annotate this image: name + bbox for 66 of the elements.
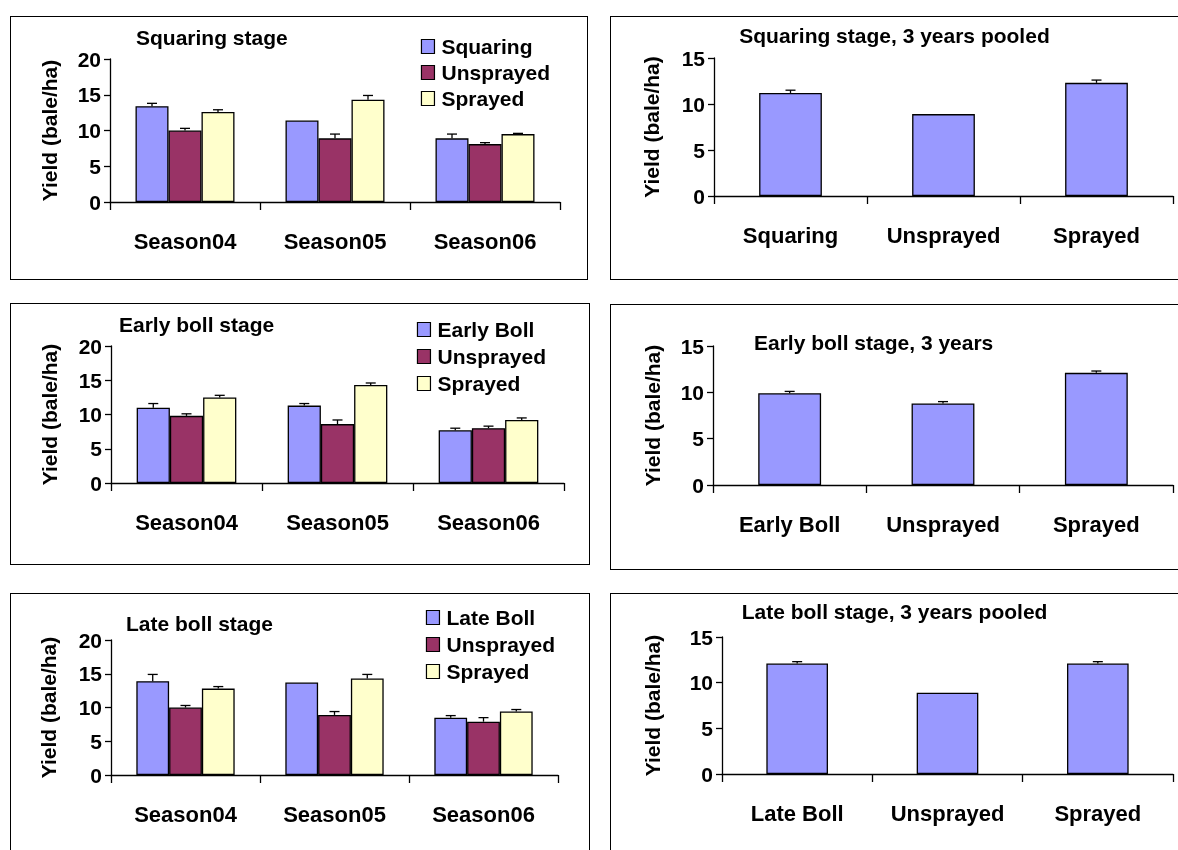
y-tick-label: 5 [90, 729, 103, 753]
y-tick-label: 0 [692, 473, 704, 497]
y-tick-label: 0 [693, 184, 705, 208]
y-tick-label: 15 [689, 625, 714, 649]
chart-title: Squaring stage, 3 years pooled [739, 23, 1050, 47]
x-tick-label: Season05 [283, 801, 386, 827]
y-tick-label: 5 [692, 427, 705, 451]
chart-title: Early boll stage [119, 312, 275, 336]
x-tick-label: Sprayed [1053, 222, 1140, 248]
y-axis-title: Yield (bale/ha) [38, 343, 61, 486]
chart-title: Early boll stage, 3 years [754, 330, 994, 354]
y-tick-label: 15 [680, 334, 705, 358]
y-axis-title: Yield (bale/ha) [640, 56, 663, 198]
legend-label: Unsprayed [446, 633, 556, 656]
y-tick-label: 10 [77, 119, 101, 142]
y-tick-label: 0 [90, 471, 102, 495]
chart-title: Late boll stage, 3 years pooled [741, 599, 1048, 623]
y-tick-label: 20 [78, 628, 102, 652]
y-tick-label: 15 [77, 83, 102, 107]
y-tick-label: 15 [78, 662, 103, 686]
x-tick-label: Unsprayed [890, 800, 1005, 826]
y-tick-label: 10 [680, 380, 704, 404]
y-tick-label: 10 [689, 671, 713, 695]
y-tick-label: 15 [681, 46, 706, 70]
legend-label: Unsprayed [437, 345, 547, 368]
y-tick-label: 15 [78, 368, 103, 392]
legend-label: Early Boll [437, 318, 535, 341]
y-tick-label: 5 [701, 716, 714, 740]
x-tick-label: Season04 [133, 228, 238, 254]
legend-label: Late Boll [446, 606, 536, 629]
y-tick-label: 10 [78, 696, 102, 719]
chart-title: Late boll stage [126, 611, 274, 635]
y-tick-label: 5 [693, 138, 706, 162]
y-tick-label: 0 [90, 763, 102, 787]
y-axis-title: Yield (bale/ha) [37, 636, 60, 779]
legend-label: Sprayed [437, 372, 521, 395]
y-tick-label: 20 [78, 334, 102, 358]
legend-label: Squaring [441, 35, 533, 58]
x-tick-label: Unsprayed [886, 511, 1000, 537]
y-tick-label: 5 [90, 437, 103, 461]
x-tick-label: Season06 [433, 228, 537, 254]
legend-label: Sprayed [446, 660, 530, 683]
x-tick-label: Squaring [742, 222, 839, 248]
x-tick-label: Season05 [283, 228, 387, 254]
x-tick-label: Sprayed [1052, 511, 1140, 537]
y-tick-label: 0 [701, 762, 713, 786]
x-tick-label: Unsprayed [886, 222, 1001, 248]
y-tick-label: 10 [78, 403, 102, 426]
y-axis-title: Yield (bale/ha) [38, 59, 61, 202]
x-tick-label: Season06 [432, 801, 535, 827]
y-tick-label: 5 [89, 154, 102, 178]
chart-title: Squaring stage [136, 25, 288, 49]
x-tick-label: Season05 [286, 509, 389, 535]
x-tick-label: Season06 [437, 509, 540, 535]
y-tick-label: 20 [77, 47, 101, 71]
x-tick-label: Sprayed [1054, 800, 1142, 826]
x-tick-label: Late Boll [750, 800, 844, 826]
y-tick-label: 0 [89, 190, 101, 214]
x-tick-label: Early Boll [738, 511, 841, 537]
x-tick-label: Season04 [135, 509, 239, 535]
legend-label: Unsprayed [441, 61, 551, 84]
y-tick-label: 10 [681, 92, 705, 116]
y-axis-title: Yield (bale/ha) [641, 634, 664, 777]
y-axis-title: Yield (bale/ha) [641, 344, 664, 487]
legend-label: Sprayed [441, 87, 525, 110]
x-tick-label: Season04 [134, 801, 238, 827]
